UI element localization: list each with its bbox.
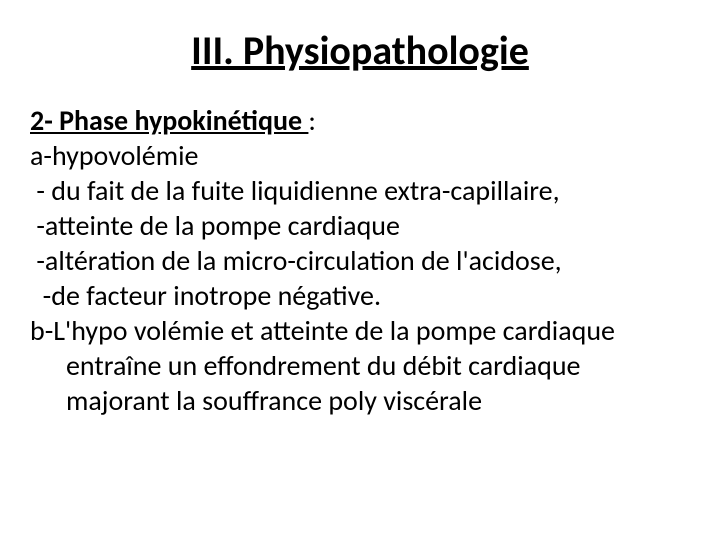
body-line: entraîne un effondrement du débit cardia… [30, 348, 690, 383]
subheading: 2- Phase hypokinétique [30, 103, 308, 138]
body-line: -altération de la micro-circulation de l… [30, 243, 690, 278]
body-line: -de facteur inotrope négative. [30, 278, 690, 313]
body-line: a-hypovolémie [30, 138, 690, 173]
body-line: b-L'hypo volémie et atteinte de la pompe… [30, 313, 690, 348]
body-line: majorant la souffrance poly viscérale [30, 383, 690, 418]
slide-container: III. Physiopathologie 2- Phase hypokinét… [0, 0, 720, 540]
slide-title: III. Physiopathologie [30, 26, 690, 75]
subheading-colon: : [308, 103, 316, 138]
slide-body: 2- Phase hypokinétique : a-hypovolémie -… [30, 103, 690, 418]
subheading-row: 2- Phase hypokinétique : [30, 103, 690, 138]
body-line: -atteinte de la pompe cardiaque [30, 208, 690, 243]
body-line: - du fait de la fuite liquidienne extra-… [30, 173, 690, 208]
body-lines: a-hypovolémie - du fait de la fuite liqu… [30, 138, 690, 418]
